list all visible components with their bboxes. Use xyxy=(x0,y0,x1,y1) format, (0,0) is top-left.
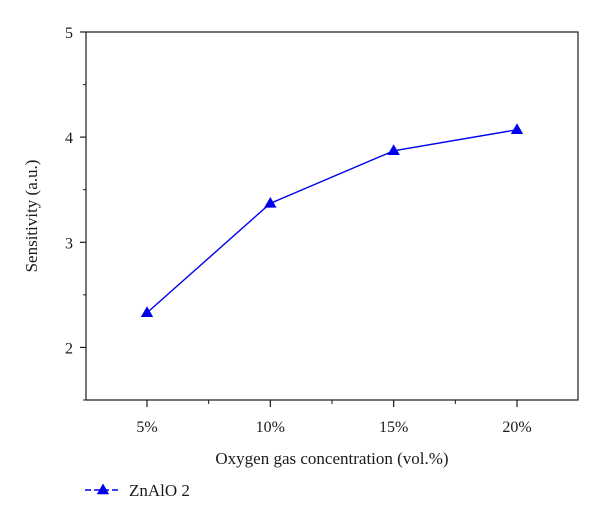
data-point-1 xyxy=(264,196,277,208)
data-point-0 xyxy=(140,306,154,317)
x-tick-label-3: 20% xyxy=(502,419,531,436)
series-line-znalo2 xyxy=(146,129,518,314)
y-tick-label-3: 5 xyxy=(65,25,73,42)
ticks-layer: 2 3 4 5 5% 10% 15% 20% xyxy=(65,25,532,436)
legend-label: ZnAlO 2 xyxy=(129,481,190,500)
y-axis-label: Sensitivity (a.u.) xyxy=(22,160,41,273)
x-tick-label-1: 10% xyxy=(256,419,285,436)
data-point-3 xyxy=(510,123,524,135)
x-axis-label: Oxygen gas concentration (vol.%) xyxy=(215,449,448,468)
legend: ZnAlO 2 xyxy=(85,481,190,500)
x-tick-label-0: 5% xyxy=(136,419,157,436)
y-tick-label-0: 2 xyxy=(65,340,73,357)
y-tick-label-1: 3 xyxy=(65,235,73,252)
data-point-2 xyxy=(387,144,400,156)
plot-frame xyxy=(85,31,579,401)
markers-layer xyxy=(140,123,524,317)
x-tick-label-2: 15% xyxy=(379,419,408,436)
y-tick-label-2: 4 xyxy=(65,130,73,147)
legend-marker-triangle xyxy=(96,483,110,495)
